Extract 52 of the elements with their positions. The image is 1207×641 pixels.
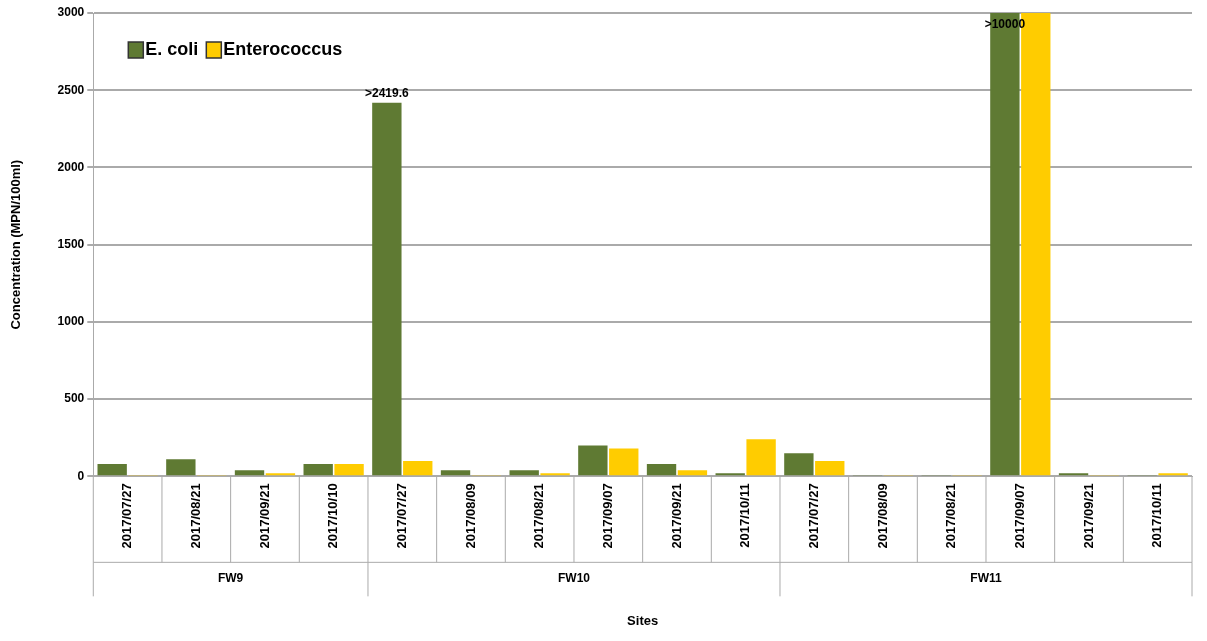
y-tick-label: 500 bbox=[64, 391, 85, 406]
bar bbox=[372, 102, 402, 476]
text: FW9 bbox=[217, 570, 244, 585]
x-tick-label: 2017/10/10 bbox=[325, 483, 341, 549]
legend-label: E. coli bbox=[145, 38, 199, 59]
bar bbox=[509, 470, 539, 476]
x-tick-label: 2017/08/09 bbox=[874, 483, 890, 549]
y-tick-label: 3000 bbox=[57, 5, 85, 20]
x-tick-label: 2017/08/09 bbox=[462, 483, 478, 549]
bar bbox=[265, 473, 296, 476]
x-axis-title: Sites bbox=[627, 612, 659, 628]
bar bbox=[403, 460, 433, 476]
y-tick-label: 0 bbox=[77, 468, 85, 483]
y-tick-label: 2500 bbox=[57, 82, 85, 97]
bar bbox=[646, 463, 677, 476]
bar bbox=[609, 448, 639, 476]
bar bbox=[234, 470, 265, 476]
x-tick-label: 2017/07/27 bbox=[393, 483, 409, 549]
y-tick-label: 1500 bbox=[57, 236, 85, 251]
x-tick-label: 2017/07/27 bbox=[119, 483, 135, 549]
x-tick-label: 2017/08/21 bbox=[187, 483, 203, 549]
x-tick-label: 2017/08/21 bbox=[943, 483, 959, 549]
bar bbox=[97, 463, 127, 476]
bar bbox=[166, 459, 196, 476]
bar bbox=[440, 470, 471, 476]
y-tick-label: 1000 bbox=[57, 314, 85, 329]
bar bbox=[815, 460, 845, 476]
x-tick-label: 2017/10/11 bbox=[737, 483, 753, 548]
bar bbox=[1058, 473, 1089, 476]
x-tick-label: 2017/09/21 bbox=[256, 483, 272, 549]
text: FW11 bbox=[970, 570, 1002, 585]
bar bbox=[784, 453, 814, 476]
bar bbox=[677, 470, 708, 476]
x-tick-label: 2017/09/21 bbox=[1080, 483, 1096, 549]
data-label: >2419.6 bbox=[365, 85, 410, 100]
bar bbox=[578, 445, 608, 476]
x-tick-label: 2017/09/07 bbox=[599, 483, 615, 549]
x-tick-label: 2017/09/21 bbox=[668, 483, 684, 549]
bar bbox=[1158, 473, 1188, 476]
y-tick-label: 2000 bbox=[57, 159, 85, 174]
bar bbox=[334, 463, 364, 476]
bar bbox=[540, 473, 570, 476]
x-tick-label: 2017/10/11 bbox=[1149, 483, 1165, 548]
bar bbox=[303, 463, 333, 476]
y-axis-title: Concentration (MPN/100ml) bbox=[8, 159, 24, 330]
x-tick-label: 2017/07/27 bbox=[805, 483, 821, 549]
legend-label: Enterococcus bbox=[223, 38, 343, 59]
x-tick-label: 2017/08/21 bbox=[531, 483, 547, 549]
bar bbox=[746, 439, 776, 476]
text: FW10 bbox=[557, 570, 591, 585]
bar bbox=[715, 473, 745, 476]
x-tick-label: 2017/09/07 bbox=[1011, 483, 1027, 549]
